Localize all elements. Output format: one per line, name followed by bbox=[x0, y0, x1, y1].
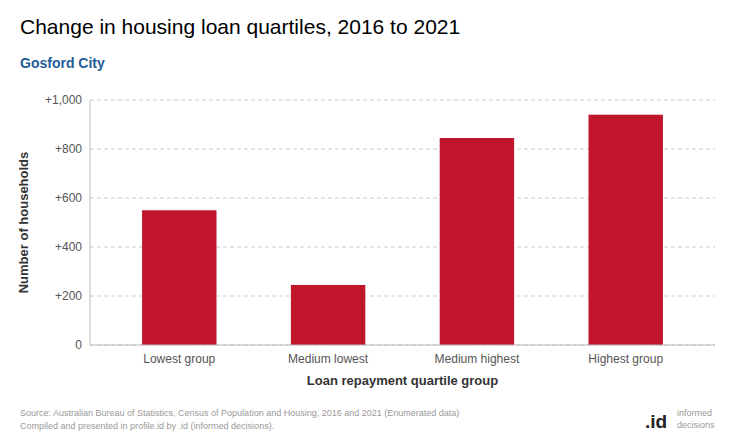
grid bbox=[90, 100, 715, 345]
y-tick-label: +600 bbox=[55, 191, 82, 205]
background bbox=[0, 0, 740, 440]
source: Source: Australian Bureau of Statistics,… bbox=[20, 408, 459, 431]
x-tick-label: Medium lowest bbox=[288, 352, 369, 366]
bar bbox=[440, 138, 514, 345]
y-tick-label: +1,000 bbox=[45, 93, 82, 107]
x-axis-line bbox=[90, 345, 715, 346]
y-axis-label: Number of households bbox=[16, 152, 31, 294]
y-tick-label: +400 bbox=[55, 240, 82, 254]
x-axis-label: Loan repayment quartile group bbox=[307, 373, 498, 388]
y-tick-label: +200 bbox=[55, 289, 82, 303]
logo-subtext: informed decisions bbox=[677, 408, 715, 430]
bar bbox=[291, 285, 365, 345]
text-line: Compiled and presented in profile.id by … bbox=[20, 421, 274, 431]
subtitle: Gosford City bbox=[20, 55, 105, 71]
chart-svg: Change in housing loan quartiles, 2016 t… bbox=[0, 0, 740, 440]
text-line: informed bbox=[677, 408, 712, 418]
logo: .id bbox=[645, 411, 667, 432]
text-line: decisions bbox=[677, 420, 715, 430]
x-tick-label: Lowest group bbox=[143, 352, 215, 366]
title: Change in housing loan quartiles, 2016 t… bbox=[20, 15, 460, 38]
x-tick-label: Highest group bbox=[588, 352, 663, 366]
grid-line bbox=[90, 345, 715, 346]
x-tick-label: Medium highest bbox=[435, 352, 520, 366]
text-line: Source: Australian Bureau of Statistics,… bbox=[20, 408, 459, 418]
bar bbox=[589, 115, 663, 345]
y-tick-label: 0 bbox=[75, 338, 82, 352]
bar bbox=[142, 210, 216, 345]
grid-line bbox=[90, 100, 715, 101]
y-tick-label: +800 bbox=[55, 142, 82, 156]
y-axis-line bbox=[90, 100, 91, 345]
chart-container: Change in housing loan quartiles, 2016 t… bbox=[0, 0, 740, 440]
bars bbox=[142, 115, 663, 345]
